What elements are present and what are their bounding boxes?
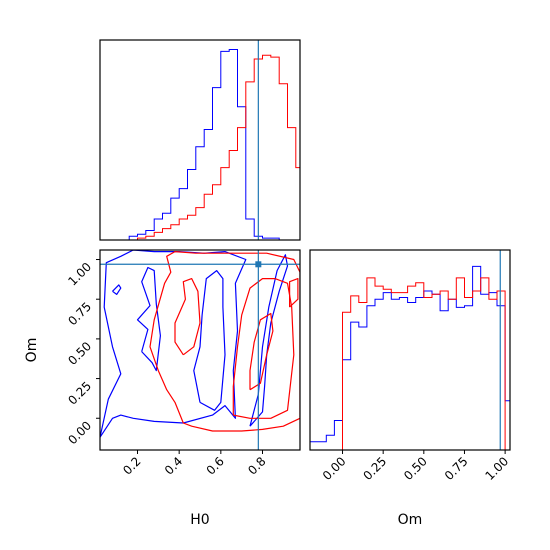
contour-blue-1 (136, 266, 161, 372)
om-bottom-tick-label-3: 0.75 (442, 454, 471, 483)
om-histogram-red (310, 277, 510, 450)
om-histogram-clip-group (310, 250, 510, 450)
contour-blue-0 (100, 250, 247, 438)
h0-axis-label: H0 (190, 512, 209, 528)
h0-om-truth-marker (255, 261, 262, 268)
h0-marginal-frame (99, 39, 301, 241)
om-left-tick-label-1: 0.25 (65, 379, 94, 408)
h0-histogram-series (100, 40, 300, 240)
om-bottom-tick-label-4: 1.00 (482, 454, 511, 483)
om-left-tick-label-2: 0.50 (65, 339, 94, 368)
h0-om-panel: 0.2 0.4 0.6 0.8 0.00 0.25 0.50 0.75 1.00 H0 Om (24, 249, 301, 528)
h0-marginal-panel (99, 39, 301, 241)
h0-histogram-blue (100, 49, 300, 240)
h0-tick-label-1: 0.4 (162, 454, 185, 477)
h0-om-frame (99, 249, 301, 451)
om-left-tick-label-3: 0.75 (65, 299, 94, 328)
om-histogram-series (310, 250, 510, 450)
om-left-axis-label: Om (24, 338, 40, 363)
h0-histogram-clip-group (100, 40, 300, 240)
om-histogram-blue (310, 265, 510, 443)
om-left-tick-label-0: 0.00 (65, 418, 94, 447)
om-bottom-tick-label-0: 0.00 (320, 454, 349, 483)
contour-red-8 (249, 312, 274, 391)
h0-histogram-red (100, 54, 300, 240)
contour-blue-2 (193, 270, 226, 411)
h0-axis: 0.2 0.4 0.6 0.8 (120, 450, 269, 478)
om-bottom-tick-label-2: 0.50 (401, 454, 430, 483)
om-marginal-panel: 0.00 0.25 0.50 0.75 1.00 Om (309, 249, 511, 528)
om-left-tick-label-4: 1.00 (65, 260, 94, 289)
contour-red-6 (174, 278, 201, 356)
om-bottom-axis: 0.00 0.25 0.50 0.75 1.00 (320, 450, 511, 483)
om-left-axis: 0.00 0.25 0.50 0.75 1.00 (65, 259, 100, 447)
om-marginal-frame (309, 249, 511, 451)
h0-tick-label-2: 0.6 (204, 454, 227, 477)
contour-blue-4 (112, 284, 122, 295)
contour-red-5 (149, 251, 300, 432)
contour-red-7 (232, 278, 295, 419)
h0-tick-label-3: 0.8 (245, 454, 268, 477)
contour-blue-3 (249, 254, 289, 427)
h0-tick-label-0: 0.2 (120, 454, 143, 477)
h0-om-contours (100, 250, 300, 450)
contour-red-9 (289, 278, 299, 308)
h0-om-clip-group (100, 250, 300, 450)
om-bottom-tick-label-1: 0.25 (360, 454, 389, 483)
om-bottom-axis-label: Om (398, 512, 423, 528)
